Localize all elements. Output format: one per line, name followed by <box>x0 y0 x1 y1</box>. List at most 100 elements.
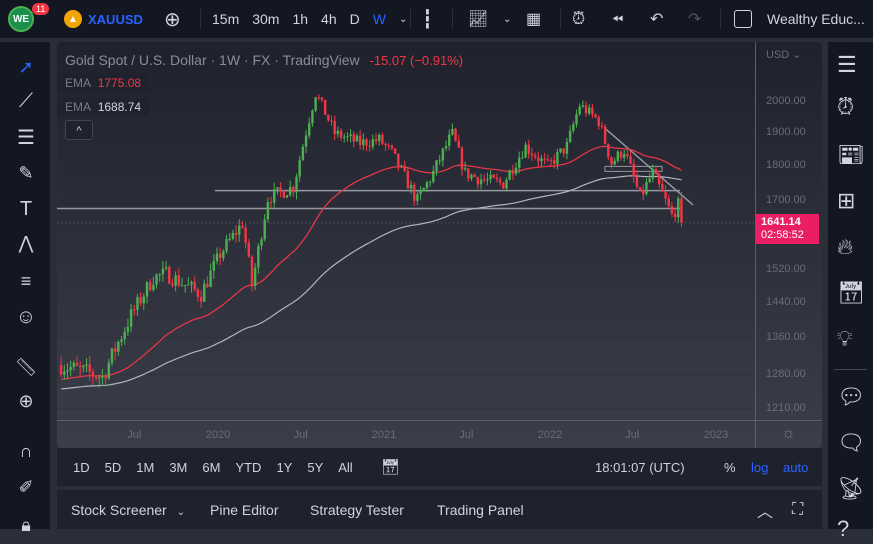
add-note-icon[interactable]: ⊞ <box>837 188 856 213</box>
candle-body <box>540 158 543 162</box>
indicators-icon[interactable]: 📈︎ <box>468 11 489 28</box>
chart-panel[interactable]: Gold Spot / U.S. Dollar · 1W · FX · Trad… <box>57 42 822 448</box>
time-axis[interactable]: Jul 2020 Jul 2021 Jul 2022 Jul 2023 ☼ <box>57 420 822 448</box>
interval-4h[interactable]: 4h <box>321 11 337 27</box>
templates-icon[interactable]: ▦ <box>526 11 542 28</box>
range-6m[interactable]: 6M <box>202 459 221 475</box>
candle-body <box>343 136 346 138</box>
candle-body <box>559 148 562 152</box>
candle-body <box>288 186 292 196</box>
candle-body <box>553 159 556 164</box>
pattern-icon[interactable]: ⋀ <box>18 232 34 253</box>
candle-body <box>626 153 629 156</box>
range-ytd[interactable]: YTD <box>235 459 262 475</box>
collapse-legend-button[interactable]: ^ <box>65 120 93 140</box>
streams-icon[interactable]: 📡︎ <box>837 476 865 501</box>
candle-body <box>661 184 664 192</box>
watchlist-icon[interactable]: ☰ <box>837 52 857 77</box>
tab-trading-panel[interactable]: Trading Panel <box>437 501 524 518</box>
zoom-in-icon[interactable]: ⊕ <box>18 390 34 411</box>
ideas-lightbulb-icon[interactable]: 💡︎ <box>837 326 853 351</box>
text-icon[interactable]: T <box>19 197 33 220</box>
candle-body <box>374 139 378 142</box>
price-tick: 2000.00 <box>766 95 806 107</box>
candle-body <box>435 160 438 171</box>
range-5y[interactable]: 5Y <box>307 459 324 475</box>
compare-add-icon[interactable]: ⊕ <box>164 8 181 31</box>
user-avatar[interactable]: WE 11 <box>8 0 50 38</box>
candle-body <box>600 125 604 127</box>
candle-body <box>463 168 467 170</box>
magnet-icon[interactable]: ∩ <box>19 440 33 461</box>
help-icon[interactable]: ? <box>837 516 850 541</box>
log-toggle[interactable]: log <box>751 459 769 475</box>
symbol-search[interactable]: ▲ XAUUSD <box>64 0 143 38</box>
chevron-down-icon[interactable]: ⌄ <box>398 13 408 25</box>
candle-body <box>238 225 241 235</box>
interval-15m[interactable]: 15m <box>212 11 240 27</box>
interval-30m[interactable]: 30m <box>252 11 280 27</box>
currency-selector[interactable]: USD ⌄ <box>766 49 802 61</box>
percent-toggle[interactable]: % <box>724 459 736 475</box>
layout-name[interactable]: Wealthy Educ... <box>767 11 865 27</box>
candle-body <box>444 145 448 149</box>
candle-body <box>365 139 368 146</box>
redo-icon[interactable]: ↷ <box>688 11 702 28</box>
settings-icon[interactable]: ☼ <box>781 425 796 442</box>
candles-icon[interactable]: ┇ <box>422 8 433 29</box>
candle-body <box>63 371 66 375</box>
interval-d[interactable]: D <box>349 11 360 27</box>
brush-icon[interactable]: ✎ <box>18 162 34 183</box>
prediction-icon[interactable]: ≡ <box>20 270 32 291</box>
candle-body <box>610 157 613 165</box>
chevron-up-icon[interactable]: ︿ <box>757 503 774 521</box>
candle-body <box>228 238 231 240</box>
ruler-icon[interactable]: 📏︎ <box>14 356 38 377</box>
tab-pine-editor[interactable]: Pine Editor <box>210 501 279 518</box>
price-chart[interactable] <box>57 42 822 448</box>
chats-icon[interactable]: 💬︎ <box>837 384 865 409</box>
messages-icon[interactable]: 🗨︎ <box>837 430 865 455</box>
tab-stock-screener[interactable]: Stock Screener ⌄ <box>71 501 185 518</box>
ema-fast-legend[interactable]: EMA 1775.08 <box>57 74 150 92</box>
layout-icon[interactable] <box>734 0 752 38</box>
chevron-down-icon[interactable]: ⌄ <box>503 13 512 25</box>
fib-icon[interactable]: ☰ <box>17 126 35 149</box>
price-axis[interactable]: USD ⌄ 2000.00 1900.00 1800.00 1700.00 1520.0… <box>755 42 822 420</box>
range-all[interactable]: All <box>338 459 353 475</box>
maximize-icon[interactable]: ⛶ <box>792 500 804 518</box>
lock-drawings-icon[interactable]: ✐ <box>18 476 34 497</box>
candle-body <box>549 159 553 161</box>
tab-strategy-tester[interactable]: Strategy Tester <box>310 501 404 518</box>
emoji-icon[interactable]: ☺ <box>15 305 37 328</box>
candle-body <box>276 187 279 190</box>
range-5d[interactable]: 5D <box>104 459 122 475</box>
hotlists-fire-icon[interactable]: 🔥︎ <box>837 234 854 259</box>
candle-body <box>438 160 441 162</box>
interval-1h[interactable]: 1h <box>292 11 309 27</box>
range-3m[interactable]: 3M <box>169 459 188 475</box>
range-1d[interactable]: 1D <box>73 459 90 475</box>
news-icon[interactable]: 📰︎ <box>837 142 865 167</box>
cursor-icon[interactable]: ➚ <box>18 56 34 77</box>
candle-body <box>266 202 270 220</box>
candle-body <box>69 367 72 371</box>
lock-icon[interactable]: 🔒︎ <box>21 514 31 535</box>
candle-body <box>199 297 203 302</box>
goto-date-icon[interactable]: 📅︎ <box>380 459 400 476</box>
candle-body <box>253 267 257 287</box>
ema-slow-legend[interactable]: EMA 1688.74 <box>57 98 150 116</box>
candle-body <box>680 198 683 223</box>
candle-body <box>333 120 336 134</box>
clock[interactable]: 18:01:07 (UTC) <box>595 459 685 475</box>
range-1y[interactable]: 1Y <box>276 459 293 475</box>
range-1m[interactable]: 1M <box>136 459 155 475</box>
alert-icon[interactable]: ⏰︎ <box>572 9 586 28</box>
auto-toggle[interactable]: auto <box>783 459 809 475</box>
alarm-clock-icon[interactable]: ⏰︎ <box>837 94 855 119</box>
undo-icon[interactable]: ↶ <box>650 11 664 28</box>
interval-w[interactable]: W <box>372 11 386 27</box>
replay-icon[interactable]: ⏪︎ <box>612 10 624 27</box>
calendar-icon[interactable]: 📅︎ <box>837 280 865 305</box>
trend-line-icon[interactable]: ⟋ <box>19 89 33 112</box>
